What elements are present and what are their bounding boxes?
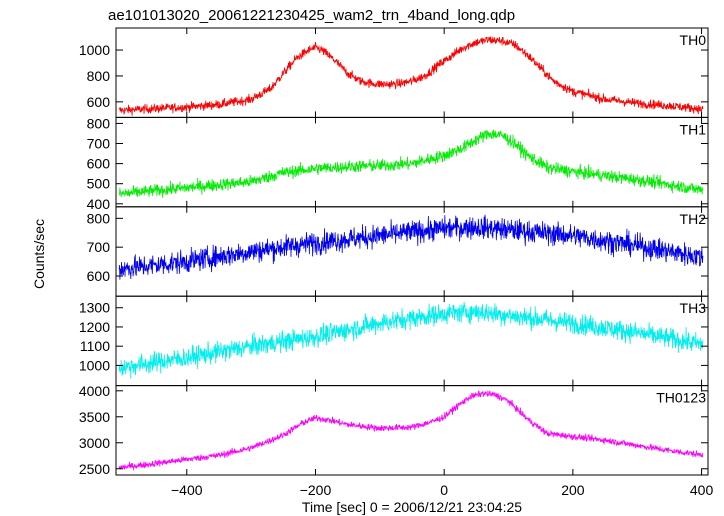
panel-frame <box>115 27 709 118</box>
y-tick-label: 1200 <box>79 319 110 335</box>
y-tick-label: 1300 <box>79 300 110 316</box>
x-tick-labels: −400 −200 0 200 400 <box>171 482 713 498</box>
panel-label-th0: TH0 <box>680 32 707 48</box>
y-tick-label: 600 <box>87 94 111 110</box>
panel-th1: 400 500 600 700 800 TH1 <box>87 115 709 212</box>
y-tick-label: 4000 <box>79 383 110 399</box>
y-tick-label: 800 <box>87 210 111 226</box>
y-tick-label: 800 <box>87 68 111 84</box>
panel-label-th3: TH3 <box>680 300 707 316</box>
y-tick-label: 2500 <box>79 461 110 477</box>
x-axis-label: Time [sec] 0 = 2006/12/21 23:04:25 <box>302 499 522 515</box>
y-tick-label: 600 <box>87 268 111 284</box>
x-tick-label: −400 <box>171 482 203 498</box>
panel-th2: 600 700 800 TH2 <box>87 206 709 297</box>
panel-th3: 1000 1100 1200 1300 TH3 <box>79 295 709 387</box>
panel-label-th0123: TH0123 <box>656 390 706 406</box>
series-line-th0 <box>118 36 704 116</box>
series-line-th1 <box>118 129 704 198</box>
y-tick-label: 3000 <box>79 435 110 451</box>
y-axis-label: Counts/sec <box>31 219 47 289</box>
y-tick-label: 1000 <box>79 357 110 373</box>
y-tick-label: 600 <box>87 156 111 172</box>
y-tick-label: 1000 <box>79 42 110 58</box>
x-tick-label: 200 <box>561 482 585 498</box>
panel-frame <box>115 295 709 387</box>
x-tick-label: −200 <box>300 482 332 498</box>
x-tick-label: 400 <box>690 482 714 498</box>
y-tick-label: 700 <box>87 136 111 152</box>
x-tick-label: 0 <box>440 482 448 498</box>
series-line-th2 <box>118 214 704 280</box>
panel-label-th1: TH1 <box>680 121 707 137</box>
panels: 600 800 1000 TH0 400 500 600 700 800 TH1 600 700 800… <box>79 27 709 477</box>
y-tick-label: 500 <box>87 176 111 192</box>
y-tick-label: 800 <box>87 115 111 131</box>
panel-th0123: 2500 3000 3500 4000 TH0123 <box>79 383 709 477</box>
y-tick-label: 400 <box>87 196 111 212</box>
panel-frame <box>115 385 709 476</box>
series-line-th3 <box>118 301 704 379</box>
y-tick-label: 3500 <box>79 409 110 425</box>
y-tick-label: 700 <box>87 239 111 255</box>
panel-frame <box>115 116 709 208</box>
panel-label-th2: TH2 <box>680 211 707 227</box>
panel-th0: 600 800 1000 TH0 <box>79 27 709 118</box>
panel-frame <box>115 206 709 297</box>
chart-title: ae101013020_20061221230425_wam2_trn_4ban… <box>108 7 515 24</box>
y-tick-label: 1100 <box>80 338 110 354</box>
series-line-th0123 <box>118 390 704 471</box>
